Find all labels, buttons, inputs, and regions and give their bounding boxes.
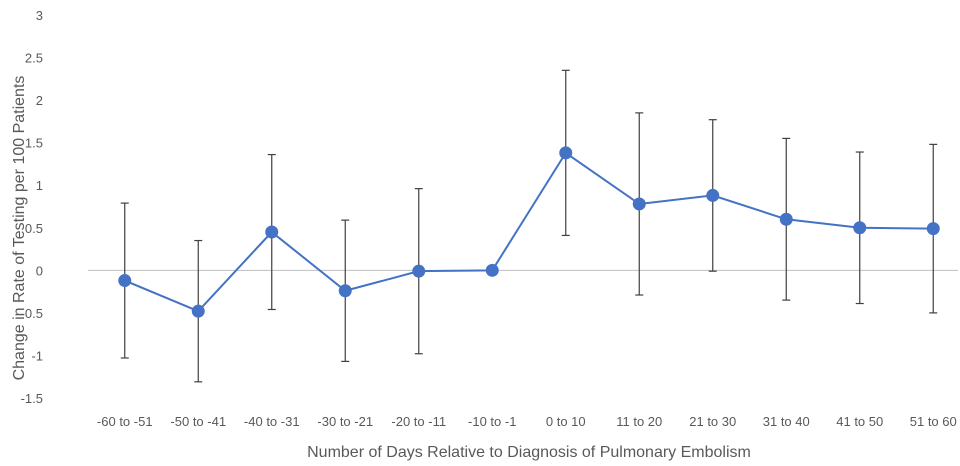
data-point — [338, 284, 352, 298]
x-tick-label: -20 to -11 — [391, 414, 446, 429]
x-tick-label: 11 to 20 — [616, 414, 662, 429]
x-tick-label: 0 to 10 — [546, 414, 586, 429]
x-tick-label: 41 to 50 — [836, 414, 883, 429]
series-line — [124, 151, 934, 313]
data-markers — [118, 146, 940, 318]
x-tick-label: 31 to 40 — [763, 414, 810, 429]
data-point — [118, 274, 132, 288]
data-point — [265, 225, 279, 239]
y-tick-label: -1.5 — [21, 391, 43, 406]
y-tick-label: 2.5 — [25, 51, 43, 66]
y-tick-label: 0 — [36, 263, 43, 278]
x-tick-label: 21 to 30 — [689, 414, 736, 429]
y-axis-title: Change in Rate of Testing per 100 Patien… — [11, 76, 28, 381]
x-tick-label: -10 to -1 — [468, 414, 516, 429]
x-tick-label: -40 to -31 — [244, 414, 300, 429]
data-point — [853, 221, 867, 235]
y-tick-label: 2 — [36, 93, 43, 108]
y-tick-label: 1.5 — [25, 136, 43, 151]
data-point — [191, 304, 205, 318]
y-tick-label: 0.5 — [25, 221, 43, 236]
error-bars — [120, 69, 938, 383]
x-axis-title: Number of Days Relative to Diagnosis of … — [307, 444, 751, 461]
x-axis-ticks: -60 to -51 -50 to -41 -40 to -31 -30 to -21… — [97, 414, 957, 429]
data-point — [412, 264, 426, 278]
x-tick-label: -50 to -41 — [170, 414, 226, 429]
data-point — [485, 263, 499, 277]
data-point — [706, 188, 720, 202]
y-axis-ticks: -1.5 -1 -0.5 0 0.5 1 1.5 2 2.5 3 — [21, 8, 43, 406]
data-point — [926, 222, 940, 236]
data-point — [632, 197, 646, 211]
y-tick-label: 3 — [36, 8, 43, 23]
y-tick-label: -0.5 — [21, 306, 43, 321]
data-point — [559, 146, 573, 160]
x-tick-label: 51 to 60 — [910, 414, 957, 429]
y-tick-label: 1 — [36, 178, 43, 193]
y-tick-label: -1 — [31, 348, 43, 363]
x-tick-label: -30 to -21 — [317, 414, 373, 429]
data-point — [779, 212, 793, 226]
x-tick-label: -60 to -51 — [97, 414, 153, 429]
